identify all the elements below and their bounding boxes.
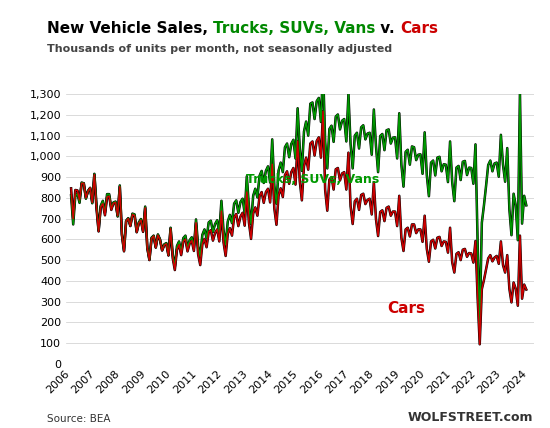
Text: New Vehicle Sales,: New Vehicle Sales, bbox=[47, 21, 213, 36]
Text: Trucks, SUVs, Vans: Trucks, SUVs, Vans bbox=[213, 21, 375, 36]
Text: Thousands of units per month, not seasonally adjusted: Thousands of units per month, not season… bbox=[47, 44, 392, 54]
Text: Trucks, SUVs, Vans: Trucks, SUVs, Vans bbox=[246, 173, 379, 186]
Text: Source: BEA: Source: BEA bbox=[47, 414, 110, 424]
Text: Cars: Cars bbox=[400, 21, 438, 36]
Text: Cars: Cars bbox=[387, 301, 426, 316]
Text: v.: v. bbox=[375, 21, 400, 36]
Text: WOLFSTREET.com: WOLFSTREET.com bbox=[408, 411, 534, 424]
